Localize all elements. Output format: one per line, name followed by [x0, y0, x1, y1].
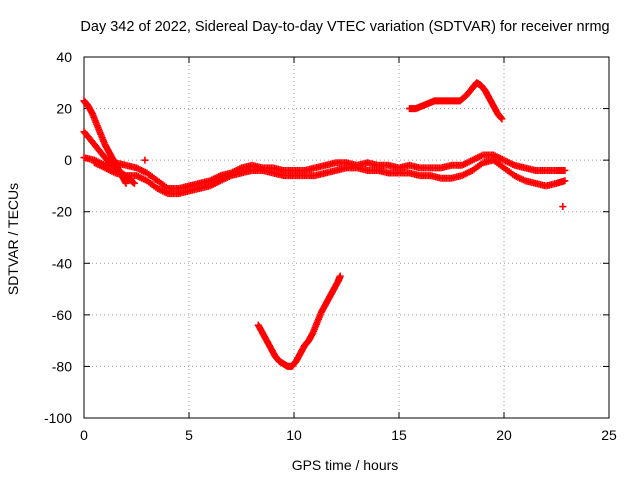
y-axis-label: SDTVAR / TECUs — [5, 183, 21, 295]
series-isolated-points — [141, 156, 567, 211]
x-tick-label: 15 — [391, 427, 407, 443]
y-tick-label: -80 — [52, 358, 72, 374]
y-tick-label: -60 — [52, 307, 72, 323]
data-point — [559, 203, 567, 211]
series-v-shaped-arc — [254, 272, 344, 370]
data-point — [561, 177, 569, 185]
series-upper-arc — [406, 79, 506, 123]
x-tick-label: 0 — [80, 427, 88, 443]
x-tick-label: 25 — [601, 427, 617, 443]
axis-ticks: 0 5 10 15 20 25 -100 -80 -60 -40 -20 0 20 40 — [44, 49, 617, 443]
data-point — [336, 272, 344, 280]
y-tick-label: -40 — [52, 255, 72, 271]
data-point — [122, 179, 130, 187]
y-tick-label: -100 — [44, 410, 72, 426]
x-tick-label: 10 — [286, 427, 302, 443]
chart-title: Day 342 of 2022, Sidereal Day-to-day VTE… — [80, 19, 609, 35]
y-tick-label: 40 — [56, 49, 72, 65]
data-point — [561, 166, 569, 174]
y-tick-label: 0 — [64, 152, 72, 168]
x-tick-label: 5 — [185, 427, 193, 443]
grid — [84, 57, 609, 418]
data-points — [80, 79, 569, 370]
plot-area-frame — [83, 56, 610, 419]
data-point — [129, 178, 137, 186]
data-point — [498, 115, 506, 123]
data-point — [130, 179, 138, 187]
y-tick-label: 20 — [56, 101, 72, 117]
series-steep-decay-b — [80, 128, 138, 187]
x-axis-label: GPS time / hours — [292, 457, 399, 473]
y-tick-label: -20 — [52, 204, 72, 220]
x-tick-label: 20 — [496, 427, 512, 443]
data-point — [141, 156, 149, 164]
